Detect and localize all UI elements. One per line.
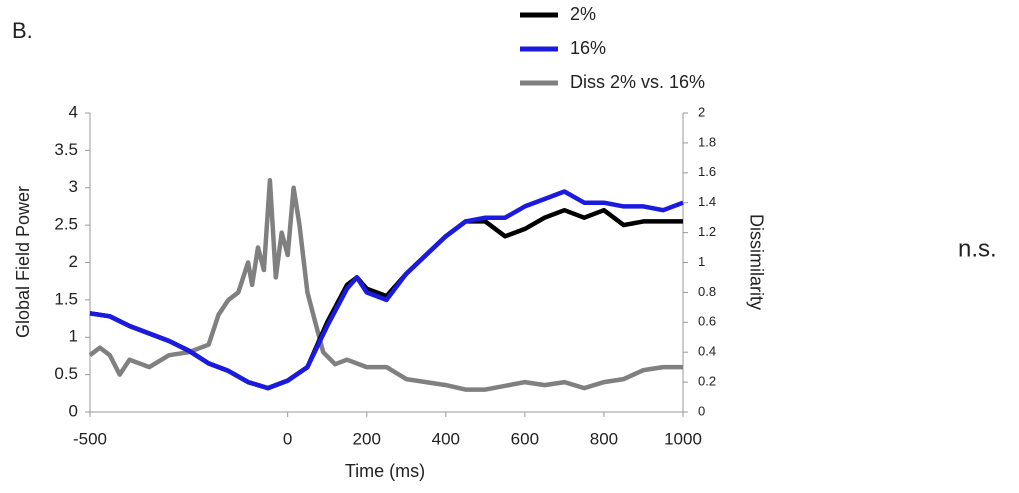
x-tick-label: 400 [432,429,460,448]
y2-tick-label: 0.8 [698,284,716,299]
y-tick-label: 0.5 [54,364,78,383]
y-tick-label: 3 [69,177,78,196]
x-tick-label: 600 [511,429,539,448]
legend-label: 16% [570,38,606,58]
y-tick-label: 2.5 [54,215,78,234]
x-tick-label: 0 [283,429,292,448]
y2-tick-label: 0.2 [698,374,716,389]
x-tick-label: -500 [73,429,107,448]
y2-tick-label: 0.6 [698,314,716,329]
panel-label: B. [12,18,33,43]
y2-tick-label: 0.4 [698,344,716,359]
y-axis-label: Global Field Power [13,186,33,338]
y-tick-label: 2 [69,252,78,271]
y2-tick-label: 1 [698,254,705,269]
x-tick-label: 800 [590,429,618,448]
annotation: n.s. [958,235,997,262]
y2-tick-label: 1.2 [698,224,716,239]
y2-tick-label: 1.8 [698,134,716,149]
y-tick-label: 4 [69,102,78,121]
y2-tick-label: 1.6 [698,164,716,179]
legend-label: 2% [570,4,596,24]
y2-tick-label: 1.4 [698,194,716,209]
x-tick-label: 200 [353,429,381,448]
y2-tick-label: 0 [698,403,705,418]
y-tick-label: 1.5 [54,289,78,308]
y-tick-label: 1 [69,327,78,346]
legend-label: Diss 2% vs. 16% [570,72,705,92]
y-tick-label: 3.5 [54,140,78,159]
y2-tick-label: 2 [698,104,705,119]
data-line [89,189,684,391]
x-axis-label: Time (ms) [345,461,425,481]
y2-axis-label: Dissimilarity [746,214,766,310]
x-tick-label: 1000 [664,429,702,448]
y-tick-label: 0 [69,401,78,420]
